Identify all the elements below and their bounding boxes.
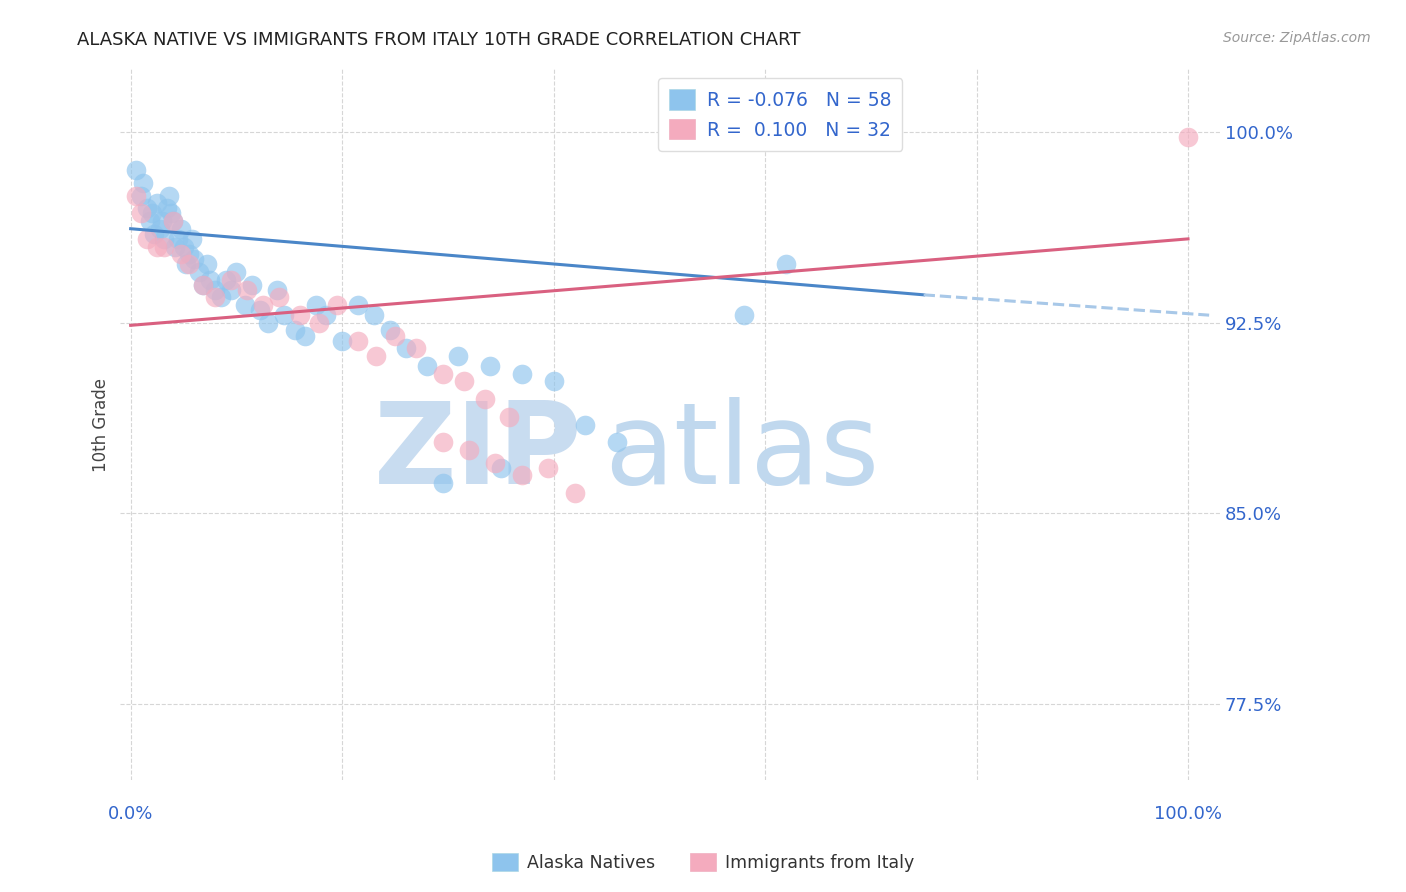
Point: [326, 298, 349, 312]
Point: [775, 257, 797, 271]
Point: [132, 176, 155, 190]
Point: [283, 323, 305, 337]
Point: [165, 239, 187, 253]
Point: [378, 323, 401, 337]
Point: [447, 349, 470, 363]
Point: [160, 206, 183, 220]
Point: [233, 298, 256, 312]
Point: [432, 367, 454, 381]
Point: [330, 334, 353, 348]
Point: [177, 257, 200, 271]
Point: [364, 349, 387, 363]
Point: [129, 206, 152, 220]
Point: [479, 359, 502, 373]
Text: ZIP: ZIP: [374, 398, 582, 508]
Point: [733, 308, 755, 322]
Point: [453, 374, 475, 388]
Point: [162, 214, 184, 228]
Point: [170, 221, 193, 235]
Point: [125, 163, 148, 178]
Point: [167, 232, 190, 246]
Y-axis label: 10th Grade: 10th Grade: [93, 377, 110, 472]
Point: [498, 409, 520, 424]
Point: [266, 283, 288, 297]
Point: [215, 272, 238, 286]
Point: [510, 367, 533, 381]
Point: [173, 239, 195, 253]
Point: [191, 277, 214, 292]
Point: [142, 227, 165, 241]
Point: [219, 283, 242, 297]
Point: [474, 392, 496, 406]
Point: [267, 290, 290, 304]
Point: [135, 232, 157, 246]
Point: [195, 257, 218, 271]
Point: [288, 308, 311, 322]
Text: 100.0%: 100.0%: [1154, 805, 1222, 823]
Point: [183, 252, 205, 267]
Point: [129, 188, 152, 202]
Point: [209, 290, 232, 304]
Point: [458, 442, 481, 457]
Point: [174, 257, 197, 271]
Point: [153, 239, 176, 253]
Point: [510, 468, 533, 483]
Point: [204, 290, 226, 304]
Point: [347, 298, 370, 312]
Point: [146, 196, 169, 211]
Point: [363, 308, 385, 322]
Point: [162, 214, 184, 228]
Point: [153, 232, 176, 246]
Point: [315, 308, 337, 322]
Point: [484, 456, 506, 470]
Point: [384, 328, 406, 343]
Point: [146, 239, 169, 253]
Point: [252, 298, 274, 312]
Point: [141, 206, 163, 220]
Point: [177, 247, 200, 261]
Text: 0.0%: 0.0%: [108, 805, 153, 823]
Point: [181, 232, 204, 246]
Text: Source: ZipAtlas.com: Source: ZipAtlas.com: [1223, 31, 1371, 45]
Point: [157, 188, 180, 202]
Point: [138, 214, 160, 228]
Legend: Alaska Natives, Immigrants from Italy: Alaska Natives, Immigrants from Italy: [485, 847, 921, 879]
Point: [155, 202, 177, 216]
Point: [191, 277, 214, 292]
Point: [135, 202, 157, 216]
Point: [489, 460, 512, 475]
Point: [198, 272, 221, 286]
Point: [236, 283, 259, 297]
Point: [415, 359, 437, 373]
Point: [204, 283, 226, 297]
Point: [543, 374, 565, 388]
Point: [405, 341, 427, 355]
Point: [305, 298, 328, 312]
Legend: R = -0.076   N = 58, R =  0.100   N = 32: R = -0.076 N = 58, R = 0.100 N = 32: [658, 78, 903, 151]
Text: ALASKA NATIVE VS IMMIGRANTS FROM ITALY 10TH GRADE CORRELATION CHART: ALASKA NATIVE VS IMMIGRANTS FROM ITALY 1…: [77, 31, 801, 49]
Point: [537, 460, 560, 475]
Point: [294, 328, 316, 343]
Text: atlas: atlas: [605, 398, 879, 508]
Point: [125, 188, 148, 202]
Point: [394, 341, 416, 355]
Point: [225, 265, 247, 279]
Point: [249, 303, 271, 318]
Point: [564, 486, 586, 500]
Point: [170, 247, 193, 261]
Point: [432, 435, 454, 450]
Point: [273, 308, 295, 322]
Point: [188, 265, 211, 279]
Point: [1177, 130, 1199, 145]
Point: [574, 417, 596, 432]
Point: [308, 316, 330, 330]
Point: [150, 214, 173, 228]
Point: [257, 316, 280, 330]
Point: [606, 435, 628, 450]
Point: [149, 221, 172, 235]
Point: [219, 272, 242, 286]
Point: [432, 475, 454, 490]
Point: [240, 277, 263, 292]
Point: [347, 334, 370, 348]
